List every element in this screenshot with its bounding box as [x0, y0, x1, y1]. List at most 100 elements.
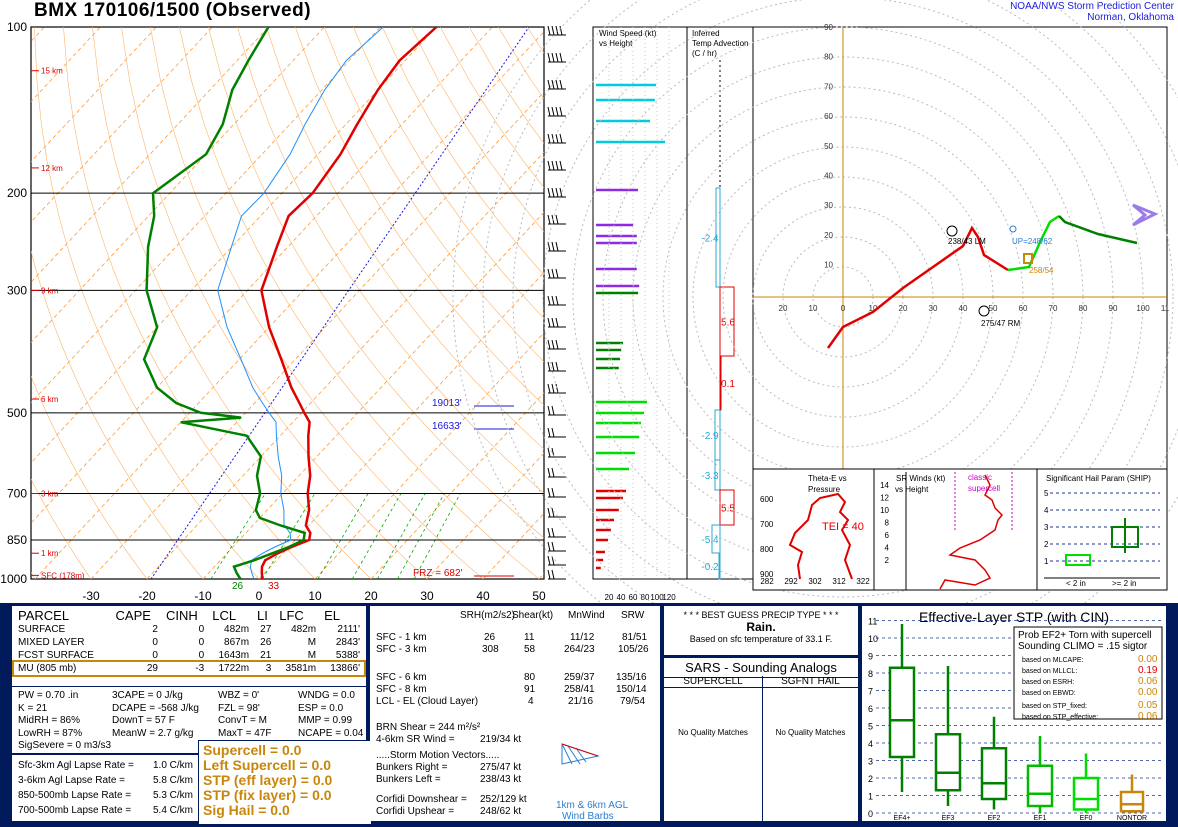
- index-row: LowRH = 87% MeanW = 2.7 g/kg MaxT = 47F NCA…: [18, 728, 363, 741]
- composite-value: Supercell = 0.0: [203, 742, 302, 758]
- lapse-row: Sfc-3km Agl Lapse Rate = 1.0 C/km: [18, 758, 193, 773]
- stp-box: [1072, 776, 1100, 811]
- table-cell: MU (805 mb): [18, 663, 77, 674]
- hodo-x-tick: 11: [1161, 304, 1170, 313]
- srw-title2: vs Height: [895, 485, 929, 494]
- hodo-trace-3-6km: [1007, 214, 1060, 272]
- dry-adiabat: [208, 27, 544, 539]
- mixing-ratio-line: [397, 493, 445, 579]
- wind-speed-panel: [592, 26, 688, 580]
- hodo-x-tick: 20: [899, 304, 908, 313]
- advection-bar: [711, 524, 721, 554]
- org-line1: NOAA/NWS Storm Prediction Center: [1010, 1, 1174, 12]
- index-cell: ConvT = M: [218, 715, 267, 726]
- srw-h-tick: 6: [885, 531, 890, 540]
- barb-flag: [551, 187, 555, 198]
- barb-flag: [551, 361, 555, 372]
- index-row: MidRH = 86% DownT = 57 F ConvT = M MMP = 0.…: [18, 715, 358, 728]
- ship-xl1: < 2 in: [1066, 579, 1086, 588]
- left-mover-marker: [946, 225, 958, 237]
- precip-basis: Based on sfc temperature of 33.1 F.: [689, 634, 833, 644]
- stp-y-tick: 2: [868, 774, 873, 784]
- barb-flag: [547, 268, 551, 279]
- barb-flag: [551, 25, 555, 36]
- barb-flag: [551, 405, 555, 416]
- stp-y-tick: 8: [868, 669, 873, 679]
- index-cell: WNDG = 0.0: [298, 690, 355, 701]
- kin-cell: SFC - 3 km: [376, 644, 427, 655]
- hodo-y-tick: 90: [824, 23, 833, 32]
- composite-value: Left Supercell = 0.0: [203, 757, 331, 773]
- kin-cell: SRW: [621, 610, 645, 621]
- stp-prob-label: based on MLLCL:: [1022, 668, 1077, 675]
- stp-category: EF1: [1034, 815, 1047, 821]
- stp-prob-box: [1013, 626, 1163, 720]
- stp-prob-label: based on STP_fixed:: [1022, 703, 1087, 710]
- stp-y-tick: 9: [868, 652, 873, 662]
- upshear-marker: [1009, 225, 1017, 233]
- kin-cell: 58: [524, 644, 536, 655]
- barb-flag: [547, 79, 551, 90]
- stp-box: [1119, 790, 1145, 813]
- wind-tick-label: 120: [662, 593, 676, 602]
- theta-x-tick: 322: [856, 577, 870, 586]
- stp-box: [888, 666, 916, 759]
- advection-bar: [715, 187, 721, 288]
- parcel-h4: LI: [257, 608, 268, 623]
- barb-flag: [555, 52, 559, 63]
- sfc-temp-label: 33: [268, 581, 280, 592]
- theta-x-tick: 292: [784, 577, 798, 586]
- barb-flag: [559, 133, 563, 144]
- dry-adiabat: [237, 27, 544, 494]
- barb-flag: [551, 339, 555, 350]
- frz-label: FRZ = 682': [413, 568, 463, 579]
- hodo-srw-label: 258/54: [1029, 266, 1054, 275]
- hodo-x-tick: 80: [1079, 304, 1088, 313]
- srw-classic1: classic: [968, 473, 992, 482]
- table-cell: 482m: [291, 624, 317, 635]
- table-cell: 2843': [335, 637, 360, 648]
- advection-value: -0.2: [701, 562, 719, 573]
- mixing-ratio-line: [413, 493, 461, 579]
- hodo-y-tick: 40: [824, 172, 833, 181]
- level1-label: 19013': [432, 398, 462, 409]
- kin-cell: 79/54: [620, 696, 646, 707]
- advection-value: 0.1: [721, 379, 735, 390]
- advection-bar: [714, 459, 721, 491]
- kin-cell: 105/26: [618, 644, 649, 655]
- theta-p-tick: 700: [760, 520, 774, 529]
- lapse-value: 1.0 C/km: [152, 760, 193, 771]
- index-cell: MidRH = 86%: [18, 715, 80, 726]
- barb-flag: [547, 187, 551, 198]
- ship-tick: 1: [1044, 557, 1049, 566]
- srw-marker: [1023, 253, 1033, 264]
- table-cell: -3: [195, 663, 205, 674]
- height-label: 9 km: [41, 286, 59, 295]
- barb-flag: [547, 25, 551, 36]
- pressure-label: 700: [7, 486, 27, 500]
- hodo-x-tick: 50: [989, 304, 998, 313]
- barb-flag: [551, 467, 555, 478]
- barb-flag: [555, 187, 559, 198]
- table-cell: 482m: [224, 624, 250, 635]
- wind-tick-label: 20: [605, 593, 614, 602]
- hodo-y-tick: 30: [824, 201, 833, 210]
- kin-cell: 275/47 kt: [480, 762, 522, 773]
- lapse-label: 700-500mb Lapse Rate =: [18, 805, 132, 816]
- kin-cell: SFC - 1 km: [376, 632, 427, 643]
- hodo-ring: [512, 0, 1174, 603]
- kin-cell: 264/23: [564, 644, 595, 655]
- hodograph-glyph-icon: [561, 743, 600, 765]
- stp-y-tick: 7: [868, 687, 873, 697]
- kin-cell: 258/41: [564, 684, 595, 695]
- org-line2: Norman, Oklahoma: [1087, 12, 1174, 23]
- ship-tick: 4: [1044, 506, 1049, 515]
- barb-flag: [551, 106, 555, 117]
- table-cell: 0: [198, 637, 205, 648]
- barb-flag: [547, 133, 551, 144]
- parcel-panel: PARCEL CAPE CINH LCL LI LFC EL SURFACE 2…: [12, 606, 372, 825]
- theta-title2: Pressure: [808, 485, 841, 494]
- stp-prob-title: Prob EF2+ Torn with supercell: [1018, 630, 1152, 641]
- barb-flag: [551, 555, 555, 566]
- stp-prob-value: 0.06: [1138, 711, 1158, 722]
